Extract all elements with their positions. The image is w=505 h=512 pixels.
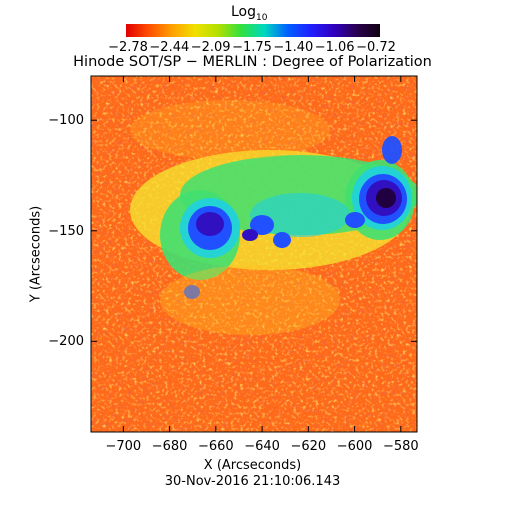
indigo-pore <box>242 229 258 241</box>
colorbar-label-text: Log <box>231 4 257 20</box>
colorbar-tick-label: −1.06 <box>314 40 355 55</box>
warm-lane-north <box>130 100 330 160</box>
dark-umbra <box>376 188 396 208</box>
y-tick-label: −200 <box>48 334 84 350</box>
plot-title: Hinode SOT/SP − MERLIN : Degree of Polar… <box>73 54 432 70</box>
x-axis <box>122 76 402 432</box>
x-tick-label: −600 <box>336 439 373 454</box>
x-tick-label: −660 <box>197 439 234 454</box>
colorbar-tick-label: −2.09 <box>190 40 231 55</box>
y-tick-label: −150 <box>48 223 84 239</box>
timestamp: 30-Nov-2016 21:10:06.143 <box>164 474 341 489</box>
colorbar <box>126 24 380 37</box>
colorbar-label: Log10 <box>231 5 267 23</box>
colorbar-tick-label: −1.40 <box>273 40 314 55</box>
x-tick-label: −580 <box>382 439 419 454</box>
warm-lane-south <box>160 265 340 335</box>
indigo-core-left <box>196 212 224 236</box>
colorbar-tick-label: −0.72 <box>356 40 396 55</box>
plot-frame <box>90 75 418 433</box>
blue-patch-low <box>184 285 200 299</box>
x-tick-label: −640 <box>244 439 280 454</box>
x-axis-label: X (Arcseconds) <box>203 458 302 473</box>
colorbar-tick-label: −1.75 <box>232 40 272 55</box>
colorbar-tick-label: −2.44 <box>149 40 190 55</box>
colorbar-label-subscript: 10 <box>256 12 268 23</box>
x-tick-label: −620 <box>290 439 327 454</box>
y-axis <box>91 119 417 342</box>
cyan-zone-mid <box>250 193 350 237</box>
x-tick-label: −700 <box>105 439 142 454</box>
blue-pore-2 <box>273 232 291 248</box>
x-tick-label: −680 <box>151 439 188 454</box>
active-region-features <box>130 100 417 335</box>
blue-pore-3 <box>345 212 365 228</box>
y-tick-label: −100 <box>48 113 84 129</box>
blue-pore-1 <box>250 215 274 235</box>
y-axis-label: Y (Arcseconds) <box>28 205 44 303</box>
colorbar-tick-label: −2.78 <box>108 40 148 55</box>
polarization-map <box>91 76 417 432</box>
blue-patch-top <box>382 136 402 164</box>
